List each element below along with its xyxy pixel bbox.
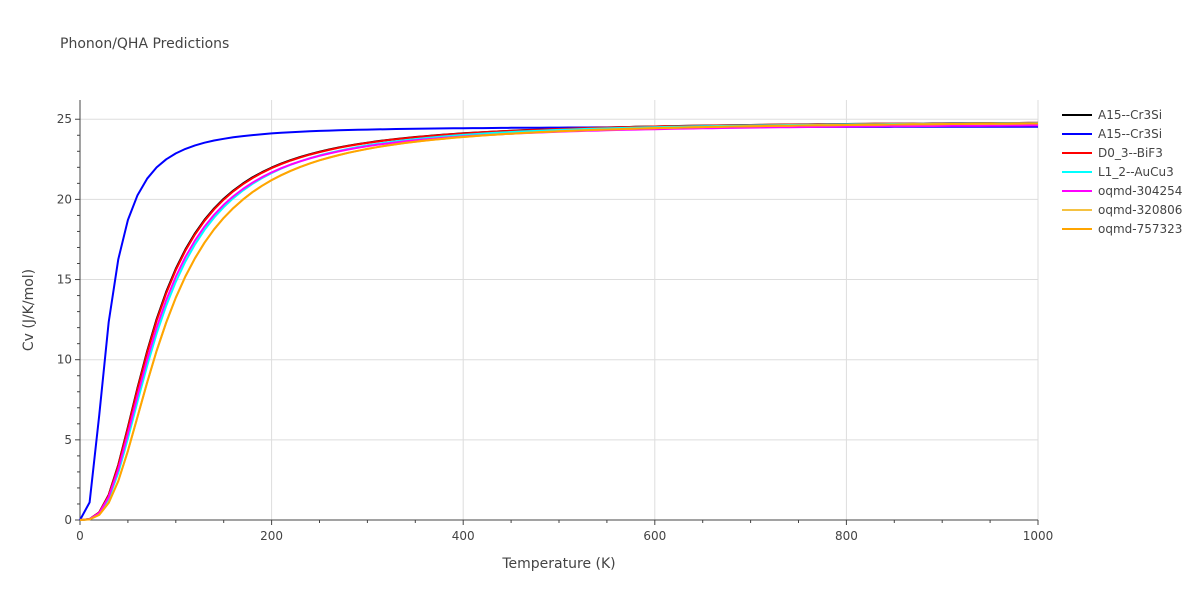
x-tick-label: 1000	[1023, 529, 1054, 543]
y-tick-label: 0	[64, 513, 72, 527]
legend-label: oqmd-757323	[1098, 221, 1183, 236]
series-line-oqmd-304254-4	[79, 124, 1038, 521]
x-tick-label: 200	[260, 529, 283, 543]
axes: 0 200 400 600 800 1000 0 5 10 15 20 25	[57, 100, 1054, 543]
grid	[80, 100, 1039, 520]
legend-label: A15--Cr3Si	[1098, 107, 1163, 122]
legend-swatch	[1062, 227, 1092, 230]
y-tick-label: 10	[57, 353, 72, 367]
legend-label: A15--Cr3Si	[1098, 126, 1163, 141]
legend-swatch	[1062, 208, 1092, 211]
series-line-oqmd-320806-5	[79, 122, 1038, 521]
chart-title: Phonon/QHA Predictions	[60, 36, 230, 52]
series-line-d0-3-bif3-2	[79, 121, 1038, 521]
legend-item[interactable]: A15--Cr3Si	[1062, 105, 1182, 124]
x-tick-label: 800	[835, 529, 858, 543]
legend-label: oqmd-320806	[1098, 202, 1183, 217]
legend-item[interactable]: oqmd-304254	[1062, 181, 1182, 200]
y-tick-label: 5	[64, 433, 72, 447]
x-axis-label: Temperature (K)	[501, 556, 615, 572]
legend: A15--Cr3Si A15--Cr3Si D0_3--BiF3 L1_2--AuCu…	[1062, 105, 1182, 238]
series-line-a15-cr3si-0	[79, 121, 1038, 521]
legend-item[interactable]: oqmd-320806	[1062, 200, 1182, 219]
y-tick-label: 20	[57, 192, 72, 206]
series-line-l1-2-aucu3-3	[79, 122, 1039, 521]
legend-label: D0_3--BiF3	[1098, 145, 1163, 160]
series-line-oqmd-757323-6	[79, 122, 1038, 521]
legend-label: oqmd-304254	[1098, 183, 1183, 198]
legend-item[interactable]: L1_2--AuCu3	[1062, 162, 1182, 181]
x-tick-label: 600	[643, 529, 666, 543]
x-tick-label: 400	[452, 529, 475, 543]
legend-item[interactable]: oqmd-757323	[1062, 219, 1182, 238]
legend-swatch	[1062, 113, 1092, 116]
legend-label: L1_2--AuCu3	[1098, 164, 1174, 179]
y-axis-label: Cv (J/K/mol)	[21, 269, 37, 351]
y-tick-label: 15	[57, 273, 72, 287]
x-tick-label: 0	[76, 529, 84, 543]
legend-swatch	[1062, 151, 1092, 154]
legend-swatch	[1062, 189, 1092, 192]
y-tick-label: 25	[57, 112, 72, 126]
legend-swatch	[1062, 132, 1092, 135]
series-lines	[79, 121, 1039, 521]
legend-swatch	[1062, 170, 1092, 173]
legend-item[interactable]: D0_3--BiF3	[1062, 143, 1182, 162]
legend-item[interactable]: A15--Cr3Si	[1062, 124, 1182, 143]
series-line-a15-cr3si-1	[79, 125, 1038, 521]
